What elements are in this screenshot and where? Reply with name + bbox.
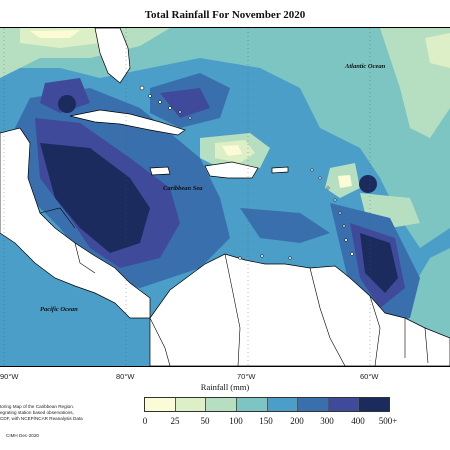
- border-colombia-venezuela: [224, 253, 241, 366]
- rainfall-map-graphic: [0, 28, 450, 366]
- hispaniola-island: [204, 161, 259, 179]
- legend-swatch-150-200: [267, 398, 299, 411]
- longitude-label-60w: 60°W: [360, 372, 379, 381]
- legend-tick: 50: [200, 416, 210, 426]
- border-central-america: [74, 242, 96, 274]
- rainfall-zone-200-300: [240, 208, 330, 243]
- rainfall-zone-400-500: [40, 143, 150, 253]
- longitude-label-90w: 90°W: [0, 372, 19, 381]
- longitude-gridlines: [3, 28, 371, 366]
- legend-tick: 200: [290, 416, 304, 426]
- border-central-america: [39, 207, 76, 229]
- legend-title: Rainfall (mm): [200, 382, 250, 392]
- map-title: Total Rainfall For November 2020: [144, 9, 306, 21]
- jamaica-island: [149, 166, 171, 176]
- rainfall-zone-100-150: [0, 28, 450, 248]
- legend-tick: 100: [229, 416, 243, 426]
- rainfall-zone-0-25: [338, 175, 352, 188]
- legend-tick: 300: [320, 416, 334, 426]
- label-atlantic-ocean: Atlantic Ocean: [345, 63, 386, 70]
- longitude-label-70w: 70°W: [237, 372, 256, 381]
- rainfall-zone-50-100: [360, 193, 420, 228]
- legend-swatch-25-50: [175, 398, 207, 411]
- description-line: egrating station based observations,: [0, 410, 74, 415]
- legend-swatch-200-300: [298, 398, 329, 411]
- legend-swatch-300-400: [328, 398, 360, 411]
- rainfall-zone-400-500: [359, 175, 377, 193]
- florida-peninsula: [94, 28, 131, 84]
- legend-swatch-100-150: [236, 398, 268, 411]
- border-venezuela-brazil: [309, 267, 346, 366]
- puerto-rico-island: [271, 166, 289, 174]
- rainfall-zone-0-25: [222, 145, 242, 156]
- small-islands: [139, 85, 354, 260]
- rainfall-zone-400-500: [58, 95, 76, 113]
- label-pacific-ocean: Pacific Ocean: [40, 306, 78, 313]
- cuba-island: [69, 109, 186, 136]
- color-legend: [144, 397, 390, 412]
- rainfall-map: [0, 27, 450, 367]
- legend-swatch-400-500: [359, 398, 389, 411]
- map-credit: CIMH Dec-2020: [6, 433, 39, 438]
- legend-swatch-0-25: [145, 398, 176, 411]
- legend-tick: 150: [259, 416, 273, 426]
- description-line: CDF, with NCEP/NCAR Reanalysis Data: [0, 416, 83, 421]
- border-french-guiana: [424, 327, 429, 364]
- central-america-landmass: [0, 127, 151, 319]
- legend-swatch-50-100: [206, 398, 237, 411]
- rainfall-zone-0-25: [30, 30, 80, 38]
- description-line: toring Map of the Caribbean Region.: [0, 404, 75, 409]
- legend-tick: 25: [170, 416, 180, 426]
- rainfall-zone-25-50: [425, 33, 450, 68]
- label-caribbean-sea: Caribbean Sea: [163, 185, 203, 192]
- longitude-label-80w: 80°W: [116, 372, 135, 381]
- rainfall-zone-300-400: [160, 88, 210, 118]
- legend-tick: 500+: [378, 416, 398, 426]
- legend-tick: 0: [142, 416, 148, 426]
- border-guyana: [369, 295, 381, 366]
- rainfall-zone-400-500: [360, 233, 398, 293]
- border-colombia-ecuador: [149, 317, 171, 366]
- map-description: toring Map of the Caribbean Region. egra…: [0, 404, 120, 422]
- south-america-landmass: [149, 253, 450, 366]
- legend-tick: 400: [351, 416, 365, 426]
